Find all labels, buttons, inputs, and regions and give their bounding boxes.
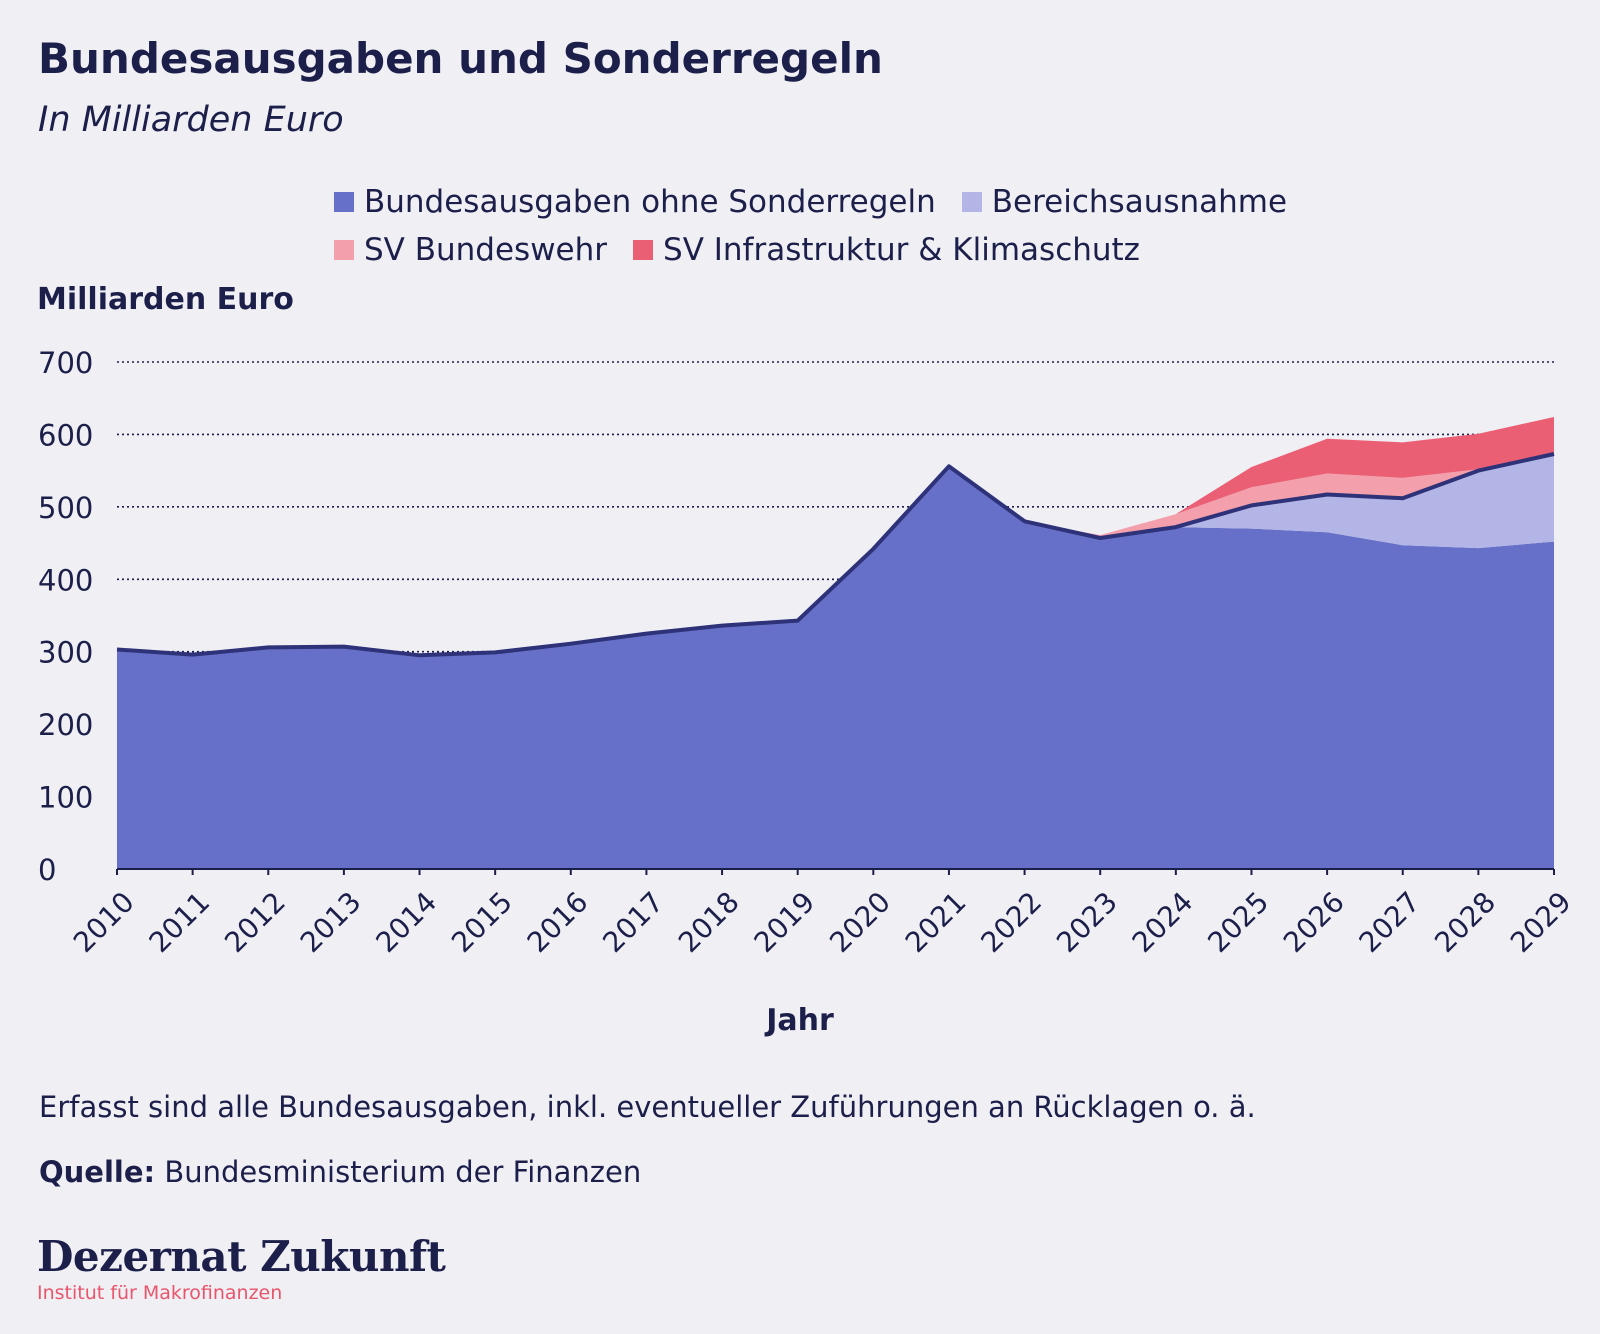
x-tick-label: 2023: [1050, 885, 1124, 959]
source-line: Quelle: Bundesministerium der Finanzen: [39, 1155, 641, 1189]
legend-label: Bereichsausnahme: [991, 184, 1288, 220]
y-tick-label: 200: [38, 708, 93, 742]
x-tick-label: 2028: [1428, 885, 1502, 959]
y-tick-label: 600: [38, 418, 93, 452]
y-tick-label: 700: [38, 346, 93, 380]
legend-row-2: SV Bundeswehr SV Infrastruktur & Klimasc…: [334, 226, 1313, 274]
x-tick-label: 2015: [445, 885, 519, 959]
area-bundesausgaben-ohne-sonderregeln: [117, 466, 1554, 869]
source-text: Bundesministerium der Finanzen: [164, 1155, 642, 1189]
brand-logo: Dezernat Zukunft: [37, 1232, 446, 1281]
x-tick-label: 2029: [1504, 885, 1578, 959]
chart-subtitle: In Milliarden Euro: [38, 100, 344, 140]
total-expenditure-line: [116, 452, 1555, 658]
x-tick-labels: 2010 2011 2012 2013 2014 2015 2016 2017 2018 2019…: [67, 885, 1578, 959]
legend-item-bereichsausnahme: Bereichsausnahme: [961, 184, 1288, 220]
x-tick-label: 2021: [899, 885, 973, 959]
x-tick-label: 2024: [1126, 885, 1200, 959]
source-label: Quelle:: [39, 1155, 156, 1189]
x-tick-label: 2027: [1353, 885, 1427, 959]
legend-swatch: [633, 240, 654, 260]
chart-title: Bundesausgaben und Sonderregeln: [38, 34, 883, 83]
legend-item-sv-infrastruktur: SV Infrastruktur & Klimaschutz: [633, 232, 1140, 268]
legend-swatch: [961, 192, 982, 212]
y-tick-label: 400: [38, 563, 93, 597]
legend-row-1: Bundesausgaben ohne Sonderregeln Bereich…: [334, 178, 1313, 226]
x-tick-label: 2014: [369, 885, 443, 959]
total-line: [116, 452, 1555, 658]
x-tick-label: 2022: [975, 885, 1049, 959]
legend-item-sv-bundeswehr: SV Bundeswehr: [334, 232, 607, 268]
legend-swatch: [334, 240, 354, 260]
x-tick-label: 2012: [218, 885, 292, 959]
y-tick-label: 300: [38, 636, 93, 670]
x-tick-label: 2013: [294, 885, 368, 959]
area-series: [117, 417, 1554, 869]
x-tick-label: 2016: [521, 885, 595, 959]
x-tick-label: 2019: [748, 885, 822, 959]
y-tick-label: 100: [38, 781, 93, 815]
legend-label: SV Infrastruktur & Klimaschutz: [663, 232, 1140, 268]
x-tick-label: 2018: [672, 885, 746, 959]
x-tick-label: 2017: [596, 885, 670, 959]
axes: [116, 868, 1555, 875]
y-axis-label: Milliarden Euro: [37, 282, 294, 317]
x-tick-label: 2026: [1277, 885, 1351, 959]
x-axis-label: Jahr: [764, 1003, 834, 1038]
chart-legend: Bundesausgaben ohne Sonderregeln Bereich…: [334, 178, 1313, 274]
legend-item-bundesausgaben: Bundesausgaben ohne Sonderregeln: [334, 184, 936, 220]
x-tick-label: 2010: [67, 885, 141, 959]
brand-tagline: Institut für Makrofinanzen: [37, 1282, 283, 1304]
y-tick-label: 500: [38, 491, 93, 525]
x-tick-label: 2020: [823, 885, 897, 959]
footnote: Erfasst sind alle Bundesausgaben, inkl. …: [39, 1090, 1256, 1124]
legend-swatch: [334, 192, 354, 212]
y-tick-labels: 0 100 200 300 400 500 600 700: [38, 346, 93, 887]
x-tick-label: 2025: [1201, 885, 1275, 959]
legend-label: SV Bundeswehr: [364, 232, 608, 268]
chart-plot: Milliarden Euro Jahr 0 100 200 300 400 500 600…: [37, 282, 1578, 1038]
y-tick-label: 0: [38, 853, 56, 887]
legend-label: Bundesausgaben ohne Sonderregeln: [364, 184, 936, 220]
x-tick-label: 2011: [143, 885, 217, 959]
